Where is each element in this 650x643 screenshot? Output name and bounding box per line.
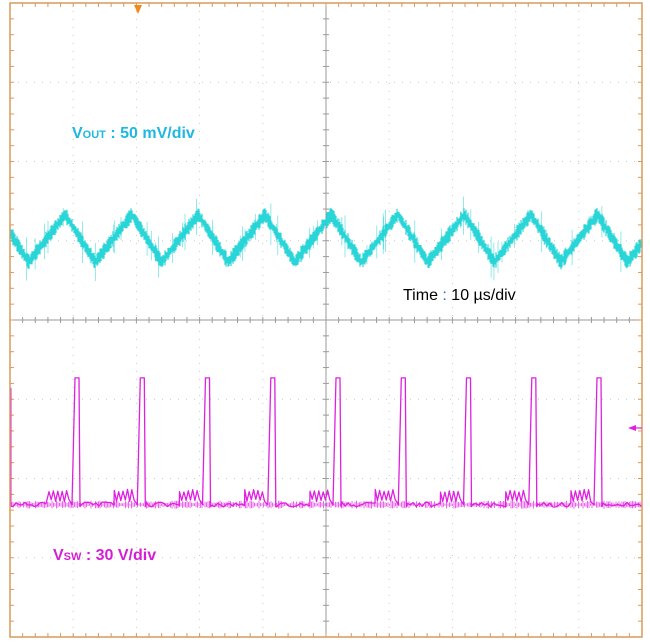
vout-trace — [9, 196, 643, 281]
vsw-waveform — [9, 377, 643, 508]
time-label-prefix: Time — [403, 287, 442, 304]
time-label: Time : 10 µs/div — [403, 287, 516, 304]
vsw-label-sub: SW — [64, 551, 82, 563]
time-label-colon: : — [442, 287, 446, 304]
trigger-arrow-icon — [134, 5, 142, 14]
vsw-label: VSW : 30 V/div — [53, 547, 156, 564]
vout-label-sub: OUT — [83, 129, 107, 141]
screen-frame — [9, 2, 643, 638]
vout-label-main: V — [72, 125, 83, 142]
vout-label-scale: : 50 mV/div — [106, 125, 195, 142]
vsw-label-main: V — [53, 547, 64, 564]
vout-label: VOUT : 50 mV/div — [72, 125, 195, 142]
vsw-label-scale: : 30 V/div — [81, 547, 156, 564]
time-label-value: 10 µs/div — [447, 287, 516, 304]
vout-noise-spikes — [16, 196, 622, 281]
level-arrow-icon — [628, 425, 636, 431]
